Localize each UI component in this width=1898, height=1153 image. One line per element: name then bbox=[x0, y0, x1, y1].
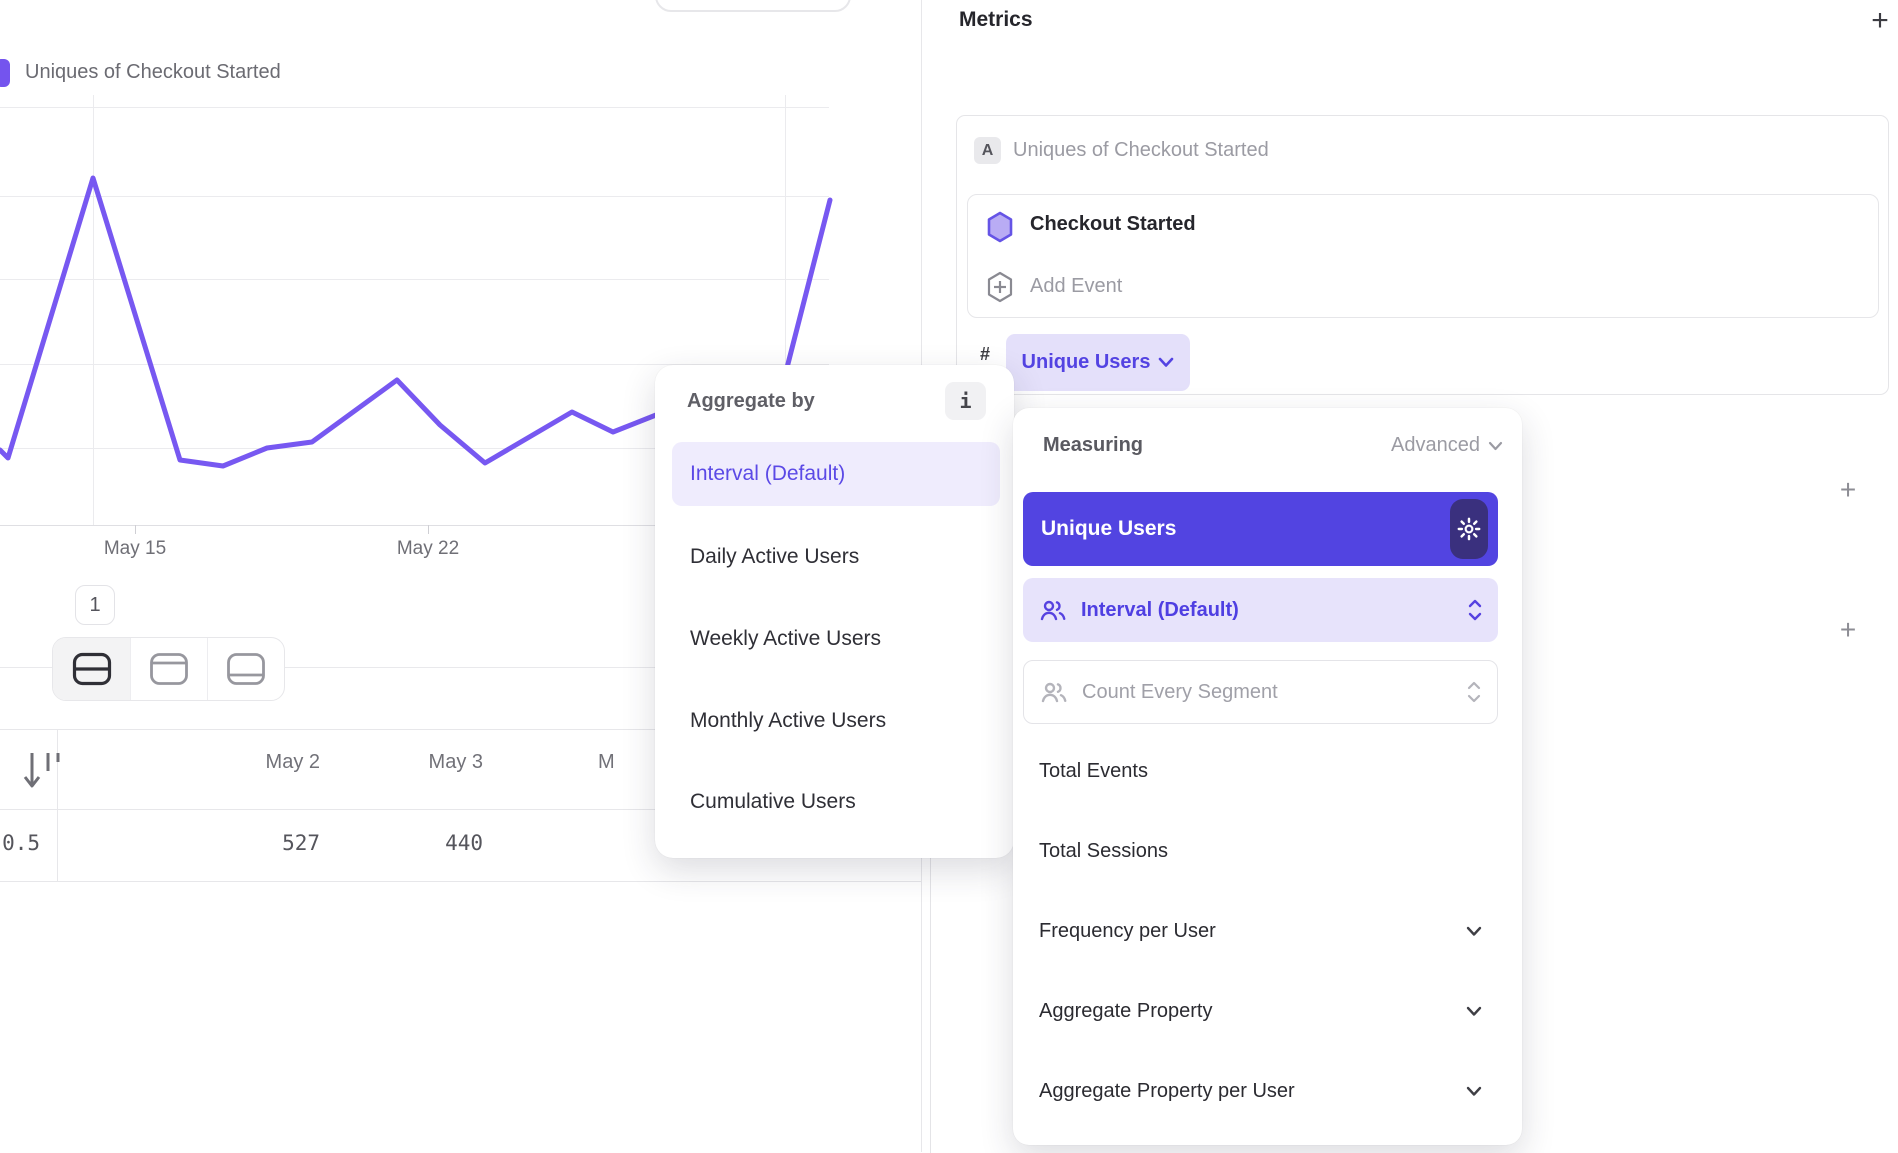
option-frequency-per-user[interactable]: Frequency per User bbox=[1023, 903, 1498, 959]
table-border bbox=[0, 881, 921, 882]
metric-letter-badge: A bbox=[974, 137, 1001, 164]
x-tick-label: May 22 bbox=[396, 538, 460, 559]
gridline-vertical bbox=[93, 95, 94, 525]
add-section-button[interactable]: + bbox=[1831, 475, 1865, 509]
chevron-down-icon bbox=[1466, 1006, 1482, 1016]
legend-label: Uniques of Checkout Started bbox=[25, 61, 281, 83]
x-axis-line bbox=[0, 525, 829, 526]
plus-icon: + bbox=[1839, 614, 1857, 645]
page-number-badge[interactable]: 1 bbox=[75, 585, 115, 625]
measure-chip-label: Unique Users bbox=[1021, 351, 1151, 373]
option-total-events[interactable]: Total Events bbox=[1023, 743, 1498, 799]
gridline bbox=[0, 279, 829, 280]
menu-item-interval-default[interactable]: Interval (Default) bbox=[672, 442, 1000, 506]
menu-item-daily-active-users[interactable]: Daily Active Users bbox=[690, 545, 860, 568]
gridline bbox=[0, 107, 829, 108]
table-cell: 527 bbox=[282, 831, 320, 855]
option-label: Aggregate Property bbox=[1039, 999, 1213, 1022]
sort-icon bbox=[23, 753, 60, 788]
table-border bbox=[57, 729, 58, 882]
option-aggregate-property[interactable]: Aggregate Property bbox=[1023, 983, 1498, 1039]
layout-top-panel-button[interactable] bbox=[130, 638, 207, 700]
bottom-panel-icon bbox=[227, 653, 265, 685]
x-axis-tick bbox=[135, 525, 136, 534]
add-metric-button[interactable]: + bbox=[1864, 6, 1896, 38]
aggregate-by-title: Aggregate by bbox=[687, 390, 815, 412]
event-hexagon-icon bbox=[986, 211, 1014, 248]
menu-item-monthly-active-users[interactable]: Monthly Active Users bbox=[690, 709, 887, 732]
gridline bbox=[0, 448, 829, 449]
legend-swatch bbox=[0, 59, 10, 87]
up-down-chevrons-icon bbox=[1468, 599, 1482, 621]
menu-item-weekly-active-users[interactable]: Weekly Active Users bbox=[690, 627, 881, 650]
option-label: Frequency per User bbox=[1039, 919, 1216, 942]
chevron-down-icon bbox=[1159, 357, 1174, 367]
measuring-title: Measuring bbox=[1043, 434, 1144, 456]
line-chart: May 15 May 22 bbox=[0, 95, 860, 559]
option-label: Total Sessions bbox=[1039, 839, 1168, 862]
measure-chip[interactable]: Unique Users bbox=[1006, 334, 1190, 391]
metric-card: A Uniques of Checkout Started Checkout S… bbox=[956, 115, 1889, 395]
section-divider bbox=[0, 667, 921, 668]
table-border bbox=[0, 809, 921, 810]
menu-item-cumulative-users[interactable]: Cumulative Users bbox=[690, 790, 856, 813]
event-card: Checkout Started Add Event bbox=[967, 194, 1879, 318]
plus-icon: + bbox=[1871, 4, 1889, 37]
selected-measure-label: Unique Users bbox=[1041, 517, 1177, 540]
up-down-chevrons-icon bbox=[1467, 681, 1481, 703]
gridline-vertical bbox=[785, 95, 786, 525]
x-tick-label: May 15 bbox=[103, 538, 167, 559]
metric-card-title: Uniques of Checkout Started bbox=[1013, 139, 1269, 161]
count-every-segment-label: Count Every Segment bbox=[1082, 680, 1278, 703]
chevron-down-icon bbox=[1488, 441, 1503, 450]
x-axis-tick bbox=[428, 525, 429, 534]
layout-bottom-panel-button[interactable] bbox=[207, 638, 284, 700]
advanced-dropdown[interactable]: Advanced bbox=[1363, 434, 1503, 457]
aggregate-by-popover: Aggregate by i Interval (Default) Daily … bbox=[655, 365, 1014, 858]
table-row-label-fragment: 0.5 bbox=[2, 831, 40, 855]
add-section-button[interactable]: + bbox=[1831, 615, 1865, 649]
event-name[interactable]: Checkout Started bbox=[1030, 213, 1196, 235]
metrics-panel-title: Metrics bbox=[959, 8, 1033, 31]
top-panel-icon bbox=[150, 653, 188, 685]
measure-settings-button[interactable] bbox=[1450, 499, 1488, 559]
count-every-segment-row[interactable]: Count Every Segment bbox=[1023, 660, 1498, 724]
gear-icon bbox=[1457, 517, 1481, 541]
split-horizontal-icon bbox=[72, 652, 111, 686]
table-cell: 440 bbox=[445, 831, 483, 855]
table-border bbox=[0, 729, 921, 730]
interval-selector-row[interactable]: Interval (Default) bbox=[1023, 578, 1498, 642]
chevron-down-icon bbox=[1466, 1086, 1482, 1096]
gridline bbox=[0, 364, 829, 365]
table-header-may2[interactable]: May 2 bbox=[265, 751, 320, 773]
top-toolbar-button-partial[interactable] bbox=[655, 0, 851, 12]
option-label: Aggregate Property per User bbox=[1039, 1079, 1295, 1102]
plus-icon: + bbox=[1839, 474, 1857, 505]
interval-selector-label: Interval (Default) bbox=[1081, 598, 1239, 621]
add-event-button[interactable]: Add Event bbox=[1030, 275, 1123, 297]
gridline bbox=[0, 196, 829, 197]
table-header-partial[interactable]: M bbox=[598, 751, 615, 773]
option-total-sessions[interactable]: Total Sessions bbox=[1023, 823, 1498, 879]
chart-line bbox=[0, 175, 833, 515]
layout-segmented-control bbox=[52, 637, 285, 701]
add-event-icon bbox=[986, 271, 1014, 308]
sort-by-value-button[interactable] bbox=[22, 745, 64, 800]
table-header-may3[interactable]: May 3 bbox=[428, 751, 483, 773]
selected-measure-row[interactable]: Unique Users bbox=[1023, 492, 1498, 566]
advanced-label: Advanced bbox=[1391, 434, 1480, 456]
users-icon bbox=[1040, 600, 1066, 621]
chevron-down-icon bbox=[1466, 926, 1482, 936]
users-icon bbox=[1041, 682, 1067, 703]
option-label: Total Events bbox=[1039, 759, 1148, 782]
info-button[interactable]: i bbox=[945, 382, 986, 420]
layout-split-horizontal-button[interactable] bbox=[53, 638, 130, 700]
measuring-popover: Measuring Advanced Unique Users bbox=[1013, 408, 1522, 1145]
option-aggregate-property-per-user[interactable]: Aggregate Property per User bbox=[1023, 1063, 1498, 1119]
hash-icon: # bbox=[980, 344, 991, 364]
